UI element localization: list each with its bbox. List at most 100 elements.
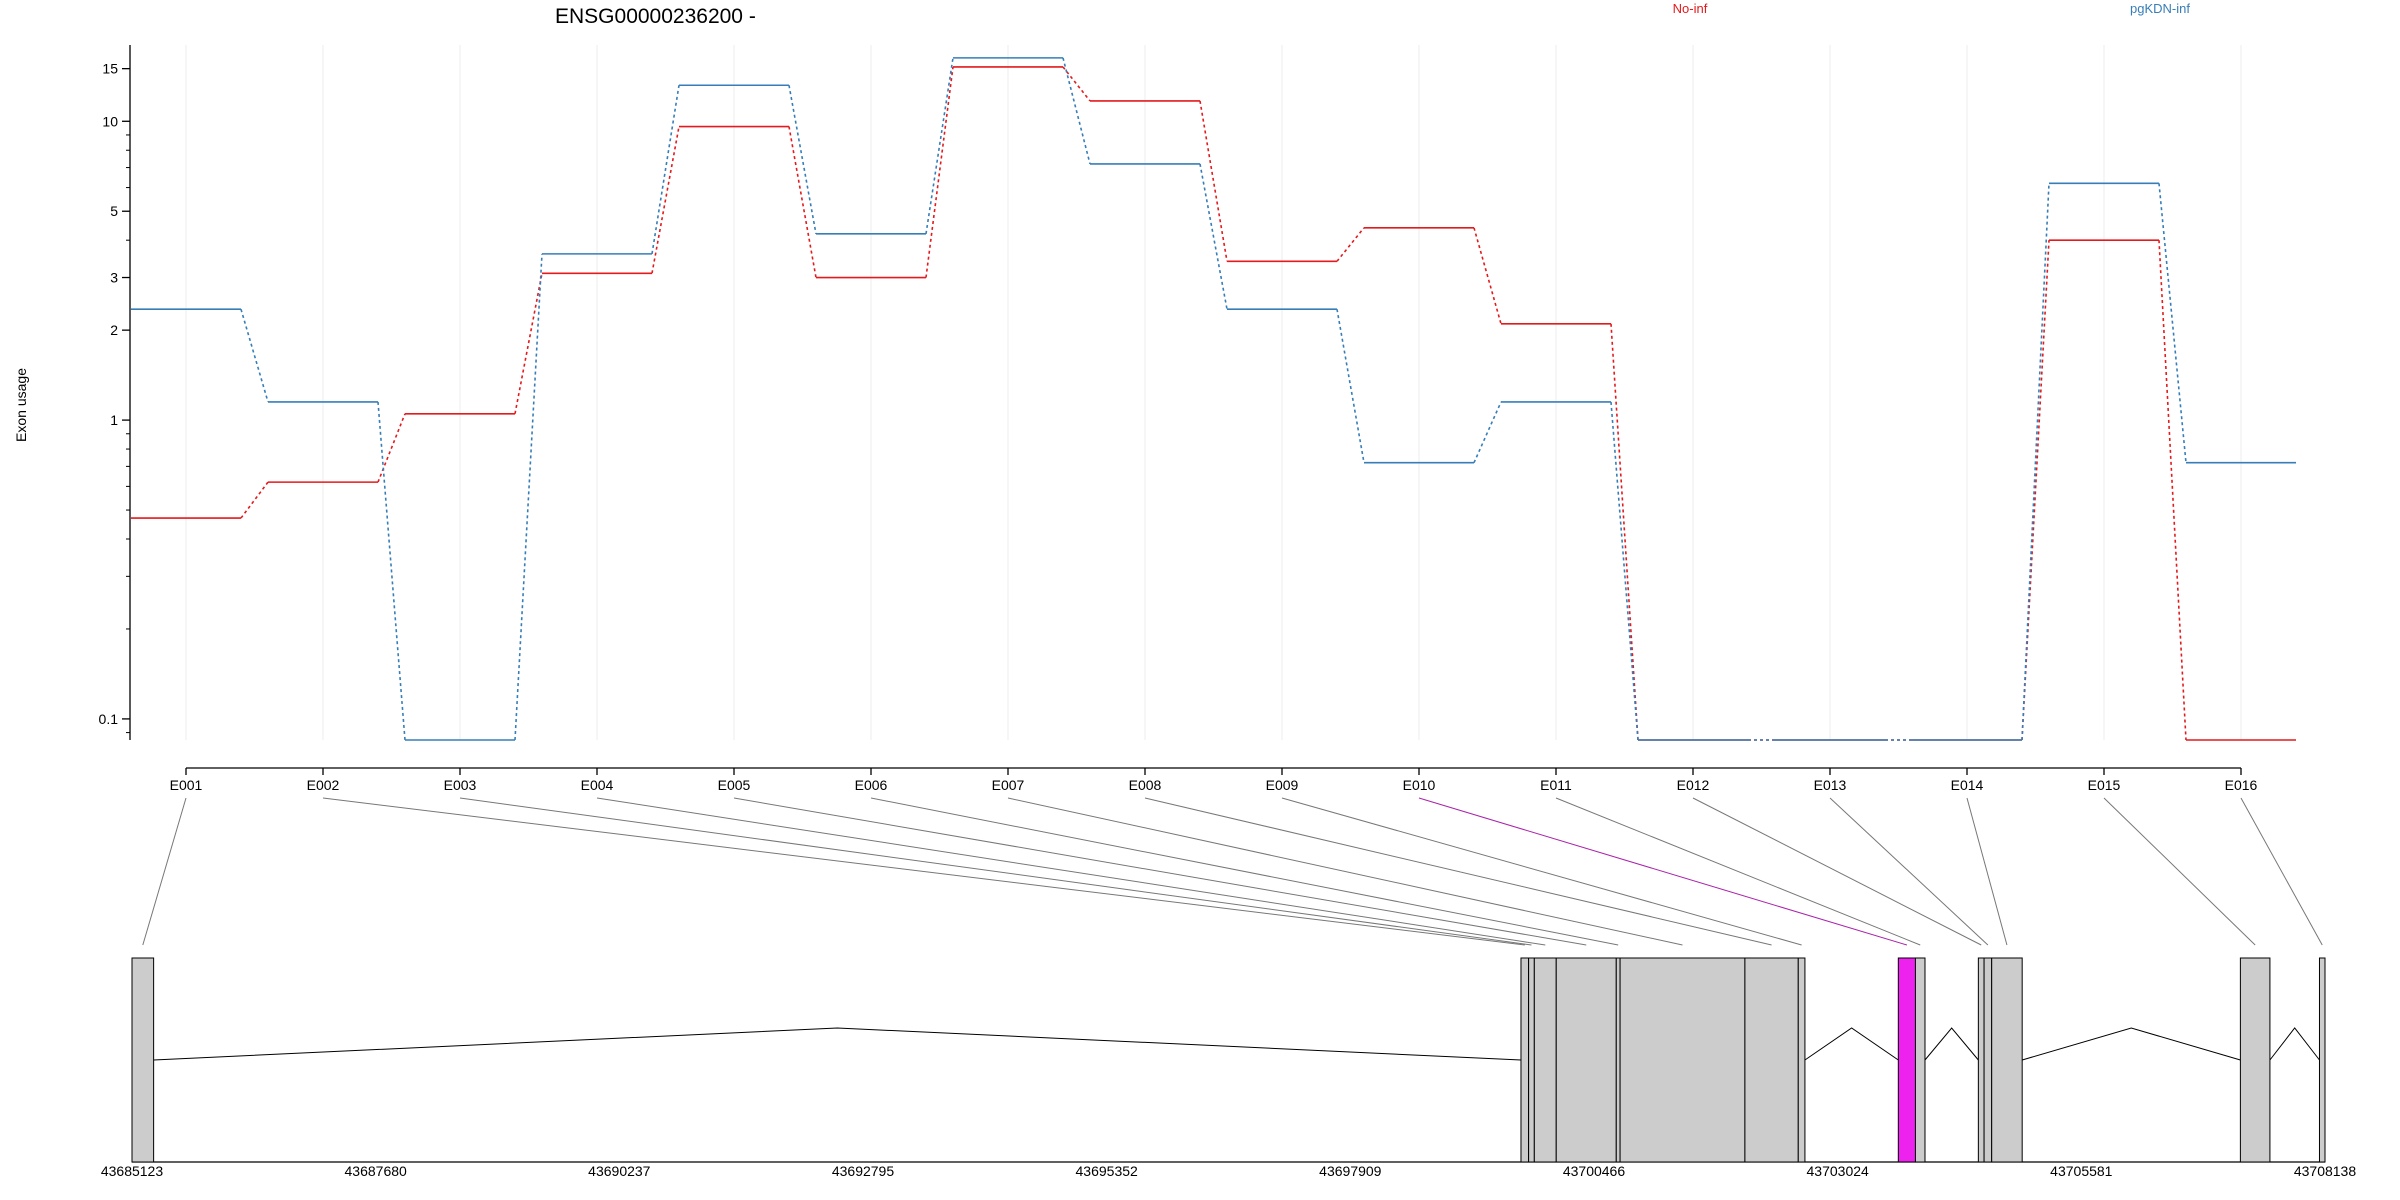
coordinate-label: 43685123: [101, 1163, 164, 1179]
coordinate-label: 43703024: [1807, 1163, 1870, 1179]
exon-block-E001: [131, 957, 155, 1163]
x-tick-label: E011: [1540, 777, 1572, 793]
y-tick-label: 5: [110, 203, 118, 219]
series-2-connector: [925, 57, 954, 234]
intron-line: [2269, 1027, 2320, 1061]
x-tick-label: E015: [2088, 777, 2121, 793]
exon-connector-layer: [142, 797, 2323, 946]
series-2-connector: [1610, 401, 1639, 741]
exon-block-E007: [1619, 957, 1746, 1163]
exon-connector: [733, 797, 1587, 946]
exon-block-E009: [1797, 957, 1806, 1163]
x-tick-label: E005: [718, 777, 751, 793]
series-1-connector: [2021, 240, 2050, 741]
series-1-connector: [240, 481, 269, 519]
x-tick-label: E013: [1814, 777, 1847, 793]
y-tick-label: 15: [102, 61, 118, 77]
series-2-connector: [1336, 309, 1365, 463]
legend-series-1: No-inf: [1673, 1, 1708, 16]
exon-connector: [1829, 797, 1989, 946]
series-2-connector: [240, 308, 269, 403]
series-1-connector: [1062, 66, 1091, 102]
exon-connector: [322, 797, 1525, 946]
intron-line: [153, 1027, 1522, 1061]
series-2-connector: [514, 253, 543, 741]
series-layer: [131, 57, 2296, 741]
exon-block-E002: [1520, 957, 1530, 1163]
series-2-connector: [1062, 57, 1091, 165]
exon-connector: [2240, 797, 2323, 946]
x-tick-label: E010: [1403, 777, 1436, 793]
x-tick-label: E008: [1129, 777, 1162, 793]
x-tick-label: E004: [581, 777, 614, 793]
exon-connector: [1418, 797, 1908, 946]
series-2-connector: [1473, 401, 1502, 464]
x-tick-label: E014: [1951, 777, 1984, 793]
coordinate-label: 43705581: [2050, 1163, 2113, 1179]
x-tick-label: E001: [170, 777, 203, 793]
exon-connector: [1281, 797, 1802, 946]
legend-series-2: pgKDN-inf: [2130, 1, 2190, 16]
y-tick-label: 1: [110, 412, 118, 428]
coordinate-label: 43690237: [588, 1163, 651, 1179]
exon-block-E011: [1914, 957, 1926, 1163]
exon-connector: [1007, 797, 1683, 946]
exon-block-E005: [1555, 957, 1617, 1163]
series-1-connector: [1336, 227, 1365, 262]
grid-layer: [185, 45, 2242, 740]
exon-connector: [596, 797, 1546, 946]
series-2-connector: [377, 401, 406, 741]
exon-block-E010: [1897, 957, 1916, 1163]
chart-title: ENSG00000236200 -: [555, 5, 756, 28]
exon-connector: [1692, 797, 1982, 946]
x-tick-label: E003: [444, 777, 477, 793]
coordinate-label: 43692795: [832, 1163, 895, 1179]
series-1-connector: [788, 126, 817, 278]
exon-connector: [1144, 797, 1772, 946]
series-2: [131, 57, 2296, 741]
y-tick-label: 3: [110, 270, 118, 286]
x-tick-label: E006: [855, 777, 888, 793]
coordinate-label: 43697909: [1319, 1163, 1382, 1179]
series-1: [131, 66, 2296, 741]
exon-connector: [2103, 797, 2256, 946]
exon-connector: [142, 797, 187, 946]
coordinate-label: 43687680: [345, 1163, 408, 1179]
series-1-connector: [1473, 227, 1502, 325]
series-1-connector: [651, 126, 680, 274]
exon-connector: [1555, 797, 1921, 946]
exon-block-E014: [1991, 957, 2023, 1163]
exon-connector: [459, 797, 1532, 946]
exon-block-E003: [1528, 957, 1535, 1163]
series-2-connector: [2158, 183, 2187, 463]
coordinate-label: 43708138: [2294, 1163, 2357, 1179]
series-2-connector: [2021, 183, 2050, 741]
series-1-connector: [514, 273, 543, 414]
series-2-connector: [651, 85, 680, 254]
series-2-connector: [1199, 163, 1228, 310]
axis-layer: 0.1 1 2 3 5 10 15 E001 E002 E003 E004 E005 E006 E007 E…: [99, 45, 2258, 793]
series-2-connector: [788, 85, 817, 235]
intron-line: [1804, 1027, 1899, 1061]
x-tick-label: E002: [307, 777, 340, 793]
exon-block-E006: [1615, 957, 1621, 1163]
exon-block-E015: [2239, 957, 2271, 1163]
series-1-connector: [1610, 323, 1639, 741]
x-tick-label: E016: [2225, 777, 2258, 793]
exon-block-E016: [2318, 957, 2326, 1163]
exon-connector: [870, 797, 1619, 946]
y-tick-label: 10: [102, 113, 118, 129]
y-axis-label: Exon usage: [13, 368, 29, 442]
x-tick-label: E009: [1266, 777, 1299, 793]
exon-connector: [1966, 797, 2008, 946]
exon-block-E012: [1977, 957, 1985, 1163]
series-1-connector: [925, 66, 954, 278]
coordinate-label: 43695352: [1076, 1163, 1139, 1179]
x-tick-label: E007: [992, 777, 1025, 793]
y-tick-label: 2: [110, 322, 118, 338]
exon-block-E013: [1983, 957, 1993, 1163]
exon-block-E004: [1533, 957, 1557, 1163]
series-1-connector: [377, 413, 406, 483]
y-tick-label: 0.1: [99, 711, 119, 727]
